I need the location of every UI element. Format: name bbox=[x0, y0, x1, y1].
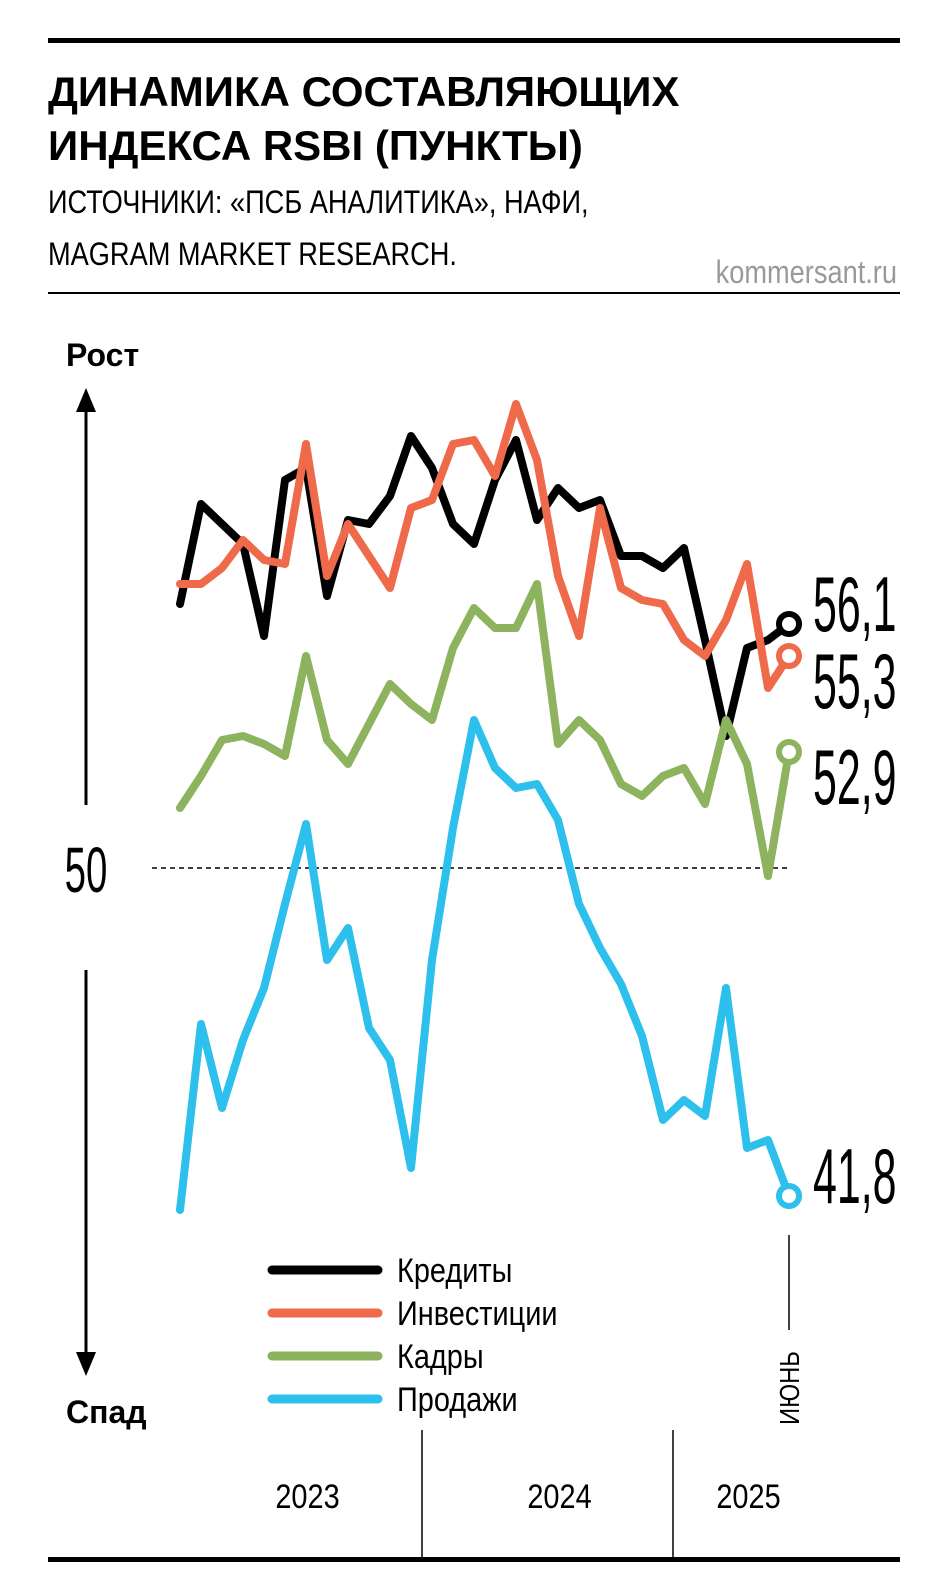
end-marker bbox=[776, 643, 802, 669]
arrow-head bbox=[76, 1352, 96, 1376]
arrow-head bbox=[76, 388, 96, 412]
axis-down-label: Спад bbox=[66, 1394, 147, 1430]
legend-label: Кредиты bbox=[397, 1251, 512, 1290]
source: kommersant.ru bbox=[716, 255, 897, 291]
subtitle: MAGRAM MARKET RESEARCH. bbox=[48, 237, 457, 273]
value-label: 55,3 bbox=[813, 639, 896, 726]
legend-label: Инвестиции bbox=[397, 1294, 557, 1333]
value-label: 56,1 bbox=[813, 562, 896, 649]
year-label: 2023 bbox=[275, 1477, 339, 1516]
bottom-rule bbox=[48, 1557, 900, 1562]
legend-label: Кадры bbox=[397, 1337, 484, 1376]
year-label: 2024 bbox=[527, 1477, 591, 1516]
end-marker bbox=[776, 1183, 802, 1209]
y-tick-label: 50 bbox=[65, 835, 108, 907]
axis-up-label: Рост bbox=[66, 337, 139, 373]
value-label: 52,9 bbox=[813, 735, 896, 822]
chart-title: ИНДЕКСА RSBI (ПУНКТЫ) bbox=[48, 122, 583, 169]
series-line bbox=[176, 716, 793, 1214]
series-line bbox=[176, 432, 793, 740]
year-label: 2025 bbox=[716, 1477, 780, 1516]
header-rule bbox=[48, 292, 900, 294]
series-line bbox=[176, 400, 793, 692]
x-tick-label: ИЮНЬ bbox=[773, 1351, 805, 1425]
top-rule bbox=[48, 38, 900, 43]
chart-title: ДИНАМИКА СОСТАВЛЯЮЩИХ bbox=[48, 68, 679, 115]
legend-label: Продажи bbox=[397, 1380, 518, 1419]
end-marker bbox=[776, 739, 802, 765]
end-marker bbox=[776, 611, 802, 637]
value-label: 41,8 bbox=[813, 1134, 896, 1221]
series-line bbox=[176, 580, 793, 880]
subtitle: ИСТОЧНИКИ: «ПСБ АНАЛИТИКА», НАФИ, bbox=[48, 185, 589, 221]
